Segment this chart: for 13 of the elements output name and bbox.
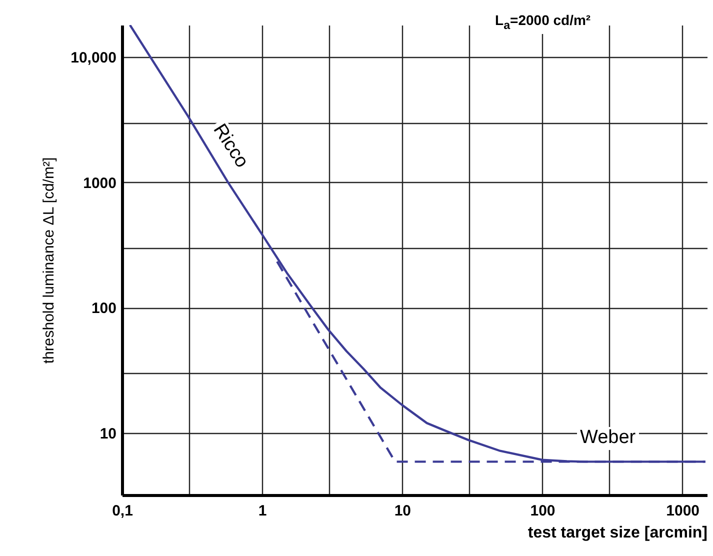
x-tick-label: 1: [258, 502, 267, 520]
y-tick-label: 100: [91, 300, 116, 318]
x-tick-label: 100: [530, 502, 556, 520]
y-tick-label: 10,000: [70, 49, 116, 66]
y-tick-label: 10: [100, 425, 116, 442]
x-tick-label: 1000: [666, 502, 700, 520]
y-tick-label: 1000: [83, 174, 116, 192]
annotation: L$_{a}$=2000 cd/m²: [492, 12, 594, 34]
x-axis-title: test target size [arcmin]: [528, 524, 708, 542]
annotation: Weber: [577, 427, 639, 450]
x-tick-label: 10: [394, 502, 412, 520]
x-tick-label: 0,1: [112, 502, 133, 520]
y-axis-title: threshold luminance ΔL [cd/m²]: [40, 157, 58, 364]
